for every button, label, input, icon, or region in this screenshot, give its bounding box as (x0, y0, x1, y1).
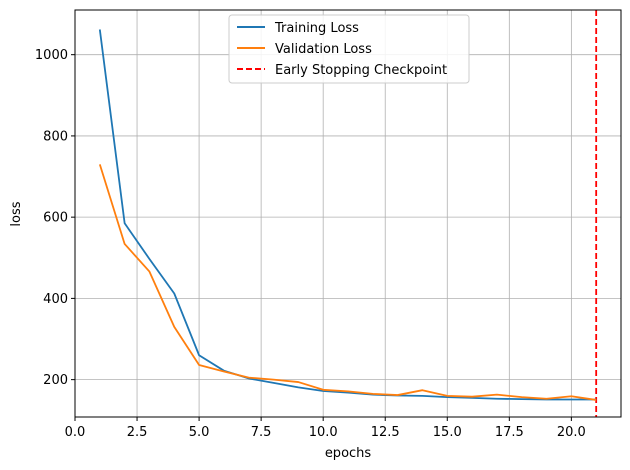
legend-box (228, 14, 470, 84)
x-axis-label: epochs (325, 446, 372, 461)
x-tick-label: 2.5 (127, 425, 148, 440)
x-axis-ticks: 0.0 2.5 5.0 7.5 10.0 12.5 15.0 17.5 20.0 (65, 417, 586, 440)
y-axis-label: loss (9, 201, 24, 226)
validation-loss-line (98, 164, 597, 401)
x-tick-label: 10.0 (309, 425, 338, 440)
y-tick-label: 1000 (35, 48, 68, 63)
y-tick-label: 600 (43, 211, 68, 226)
x-tick-label: 12.5 (371, 425, 400, 440)
x-tick-label: 15.0 (433, 425, 462, 440)
training-loss-line (98, 29, 597, 401)
x-tick-label: 5.0 (189, 425, 210, 440)
x-tick-label: 17.5 (495, 425, 524, 440)
x-tick-label: 7.5 (251, 425, 272, 440)
y-tick-label: 400 (43, 292, 68, 307)
series-lines (98, 29, 597, 401)
legend: Training Loss Validation Loss Early Stop… (228, 14, 470, 84)
legend-label-training: Training Loss (274, 21, 359, 36)
x-tick-label: 20.0 (557, 425, 586, 440)
plot-frame (74, 9, 622, 418)
x-tick-label: 0.0 (65, 425, 86, 440)
y-axis-ticks: 200 400 600 800 1000 (35, 48, 75, 388)
y-tick-label: 200 (43, 373, 68, 388)
legend-label-checkpoint: Early Stopping Checkpoint (275, 63, 447, 78)
legend-label-validation: Validation Loss (275, 42, 372, 57)
y-tick-label: 800 (43, 129, 68, 144)
